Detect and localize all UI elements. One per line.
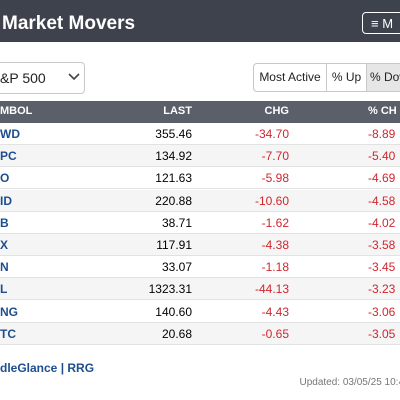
cell: 140.60 xyxy=(155,304,192,319)
cell: 117.91 xyxy=(156,238,192,252)
cell: -5.40 xyxy=(368,149,396,164)
table-row xyxy=(0,300,400,323)
table-row xyxy=(0,189,400,212)
symbol-link[interactable]: X xyxy=(0,238,9,252)
cell: -4.02 xyxy=(368,215,396,230)
cell: -0.65 xyxy=(261,326,289,341)
cell: -10.60 xyxy=(254,193,289,208)
tab[interactable]: % Up xyxy=(326,63,367,92)
symbol-link[interactable]: TC xyxy=(0,326,16,341)
tab-selected[interactable]: % Dow xyxy=(366,63,400,92)
table-row xyxy=(0,322,400,345)
column-header: MBOL xyxy=(0,105,33,117)
symbol-link[interactable]: B xyxy=(0,215,9,230)
table-row xyxy=(0,256,400,279)
table-row xyxy=(0,123,400,145)
chevron xyxy=(68,73,80,81)
column-header: % CH xyxy=(368,105,397,117)
symbol-link[interactable]: PC xyxy=(0,149,17,164)
symbol-link[interactable]: NG xyxy=(0,304,18,319)
symbol-link[interactable]: ID xyxy=(0,193,12,208)
cell: 33.07 xyxy=(161,260,192,275)
dropdown-text: &P 500 xyxy=(0,70,46,86)
tab[interactable]: Most Active xyxy=(253,63,327,92)
cell: -4.58 xyxy=(368,193,396,208)
cell: -7.70 xyxy=(261,149,289,164)
column-header: CHG xyxy=(264,105,289,117)
cell: -4.69 xyxy=(368,171,396,186)
column-header: LAST xyxy=(163,105,192,117)
title: Market Movers xyxy=(2,13,136,34)
cell: -3.05 xyxy=(368,326,396,341)
cell: -3.45 xyxy=(368,260,396,275)
table-row xyxy=(0,167,400,190)
index-dropdown[interactable] xyxy=(0,62,85,94)
cell: 355.46 xyxy=(155,127,192,141)
symbol-link[interactable]: N xyxy=(0,260,9,275)
cell: -34.70 xyxy=(254,127,289,141)
cell: 121.63 xyxy=(155,171,192,186)
cell: -5.98 xyxy=(261,171,289,186)
cell: -44.13 xyxy=(254,282,289,297)
symbol-link[interactable]: O xyxy=(0,171,10,186)
cell: 1323.31 xyxy=(148,282,192,297)
menu-button[interactable]: ≡ M xyxy=(362,12,400,34)
cell: 220.88 xyxy=(155,193,192,208)
table-row xyxy=(0,278,400,301)
cell: -1.18 xyxy=(261,260,289,275)
updated-time: Updated: 03/05/25 10:4 xyxy=(299,377,400,388)
symbol-link[interactable]: L xyxy=(0,282,8,297)
cell: -3.58 xyxy=(368,238,396,252)
table-row xyxy=(0,145,400,168)
cell: -3.23 xyxy=(368,282,396,297)
cell: -4.43 xyxy=(261,304,289,319)
cell: -3.06 xyxy=(368,304,396,319)
header-bar xyxy=(0,0,400,42)
cell: -8.89 xyxy=(368,127,396,141)
table-row xyxy=(0,234,400,256)
cell: 20.68 xyxy=(161,326,192,341)
cell: 134.92 xyxy=(155,149,192,164)
symbol-link[interactable]: WD xyxy=(0,127,20,141)
cell: -4.38 xyxy=(261,238,289,252)
footer-links[interactable]: dleGlance | RRG xyxy=(0,361,95,375)
cell: 38.71 xyxy=(161,215,192,230)
cell: -1.62 xyxy=(261,215,289,230)
table-row xyxy=(0,211,400,234)
table-header xyxy=(0,101,400,123)
